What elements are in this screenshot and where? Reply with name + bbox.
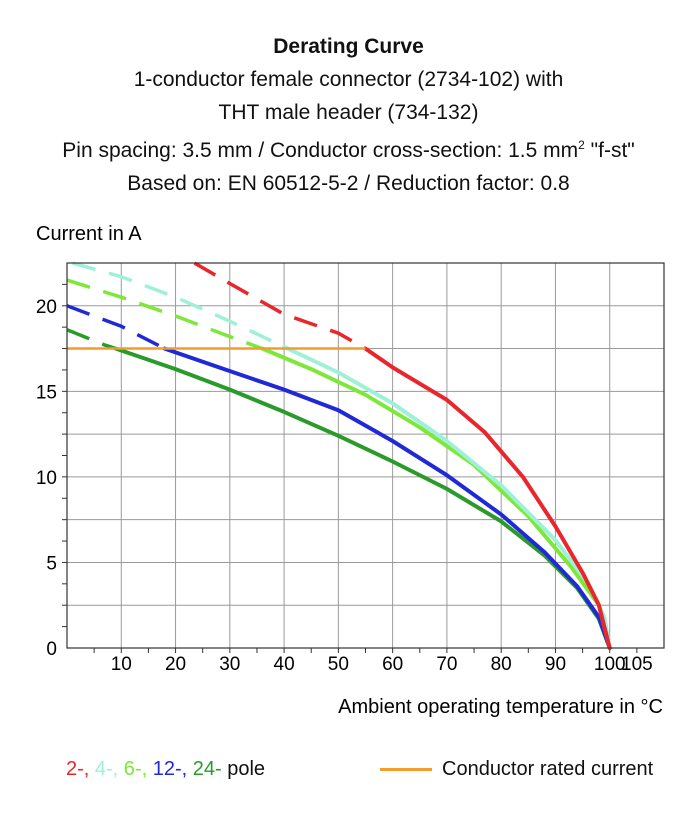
chart-subtitle-line-4: Based on: EN 60512-5-2 / Reduction facto… — [127, 172, 570, 195]
y-tick-label-15: 15 — [36, 382, 57, 403]
pin-spacing-text: Pin spacing: 3.5 mm / Conductor cross-se… — [62, 139, 579, 162]
x-tick-label-105: 105 — [621, 654, 653, 675]
series-24--dashed — [66, 328, 117, 351]
chart-subtitle-line-3: Pin spacing: 3.5 mm / Conductor cross-se… — [0, 129, 697, 167]
x-axis-label: Ambient operating temperature in °C — [338, 696, 663, 718]
pole-legend-item-24: 24- — [187, 758, 222, 780]
chart-title: Derating Curve — [273, 35, 424, 58]
x-tick-label-10: 10 — [111, 654, 132, 675]
series-4--dashed — [71, 261, 285, 349]
pole-legend-item-2: 2-, — [66, 758, 90, 780]
rated-current-legend-label: Conductor rated current — [442, 758, 654, 780]
pole-legend-item-12: 12-, — [147, 758, 188, 780]
pole-legend-suffix: pole — [227, 758, 266, 780]
rated-current-legend: Conductor rated current — [380, 758, 653, 781]
pole-legend-item-4: 4-, — [89, 758, 119, 780]
y-tick-labels: 0 5 10 15 20 — [36, 297, 57, 660]
rated-current-swatch — [380, 768, 432, 771]
chart-subtitle-line-1: 1-conductor female connector (2734-102) … — [133, 68, 564, 91]
series-12--dashed — [66, 304, 166, 351]
chart-subtitle-line-2: THT male header (734-132) — [218, 101, 479, 124]
y-axis-label: Current in A — [36, 223, 142, 245]
minor-ticks — [62, 283, 638, 653]
pole-legend: 2-, 4-, 6-, 12-, 24- pole — [66, 758, 265, 781]
x-tick-label-20: 20 — [165, 654, 186, 675]
series-12--solid — [162, 346, 612, 650]
chart-title-block: Derating Curve 1-conductor female connec… — [0, 30, 697, 200]
x-tick-label-60: 60 — [382, 654, 403, 675]
x-tick-label-100: 100 — [594, 654, 626, 675]
x-tick-label-30: 30 — [219, 654, 240, 675]
pole-legend-items: 2-, 4-, 6-, 12-, 24- — [66, 758, 222, 780]
y-tick-label-10: 10 — [36, 468, 57, 489]
series-layer — [66, 261, 612, 650]
pole-legend-item-6: 6-, — [118, 758, 148, 780]
x-tick-label-70: 70 — [436, 654, 457, 675]
x-tick-label-90: 90 — [545, 654, 566, 675]
x-tick-label-40: 40 — [274, 654, 295, 675]
y-tick-label-5: 5 — [46, 553, 57, 574]
y-tick-label-20: 20 — [36, 297, 57, 318]
grid-lines — [67, 263, 664, 648]
x-tick-label-80: 80 — [491, 654, 512, 675]
series-2--solid — [363, 346, 612, 650]
x-tick-label-50: 50 — [328, 654, 349, 675]
y-tick-label-0: 0 — [46, 639, 57, 660]
series-6--dashed — [66, 278, 264, 351]
conductor-type-text: "f-st" — [584, 139, 635, 162]
series-2--dashed — [193, 261, 367, 351]
mm2-superscript: 2 — [578, 138, 585, 152]
plot-frame — [66, 262, 665, 649]
